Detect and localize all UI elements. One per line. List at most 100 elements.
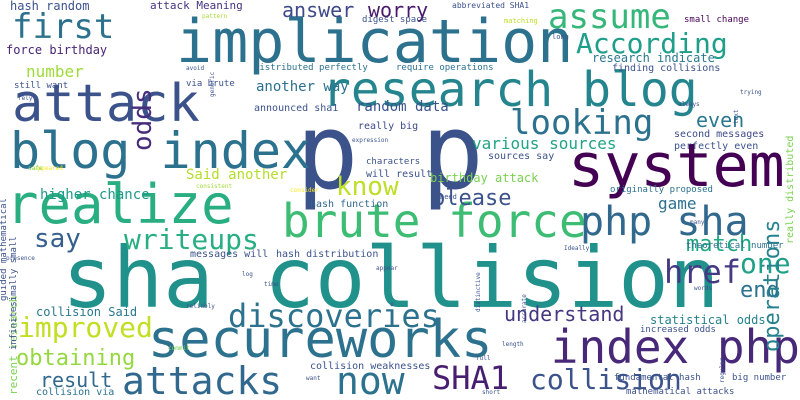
word: guided mathematical: [0, 198, 9, 301]
word: need: [440, 193, 457, 201]
word: secureworks: [148, 310, 493, 370]
word: brute force: [282, 194, 587, 248]
word: first: [12, 7, 115, 47]
word: really big: [358, 121, 419, 132]
word: force birthday: [6, 43, 108, 57]
word: system: [568, 131, 785, 201]
word: game: [658, 194, 697, 213]
word: commit: [168, 345, 190, 352]
word: birthday attack: [430, 171, 539, 185]
word: sources say: [488, 151, 555, 162]
word: theoretical number: [686, 241, 784, 251]
word: attack: [12, 74, 200, 134]
word: big number: [732, 373, 787, 383]
word: abbreviated SHA1: [452, 1, 530, 10]
word: finding collisions: [612, 63, 721, 74]
word: improved: [18, 311, 153, 344]
word: mathematical attacks: [626, 387, 735, 397]
word: announced sha1: [254, 103, 339, 114]
word: hash distribution: [276, 249, 379, 260]
word: safe: [28, 165, 43, 172]
word: always: [678, 101, 700, 108]
word: research blog: [322, 62, 698, 118]
word: writeups: [124, 223, 259, 256]
word: even: [696, 108, 745, 132]
word: appeared: [34, 165, 63, 172]
word: pattern: [202, 13, 228, 20]
word: collision weaknesses: [310, 361, 431, 372]
word: discoveries: [228, 297, 440, 335]
word: SHA1: [432, 359, 510, 397]
word: infinitesimally small: [9, 236, 19, 350]
word: odds: [128, 88, 158, 151]
word: messages will: [190, 249, 269, 260]
word: higher chance: [40, 187, 150, 203]
word: realize: [6, 173, 234, 236]
word: really distributed: [785, 135, 796, 244]
word: sha collision: [62, 229, 720, 327]
word: href: [664, 253, 742, 291]
word: collision Said: [36, 305, 138, 319]
word: trying: [740, 89, 762, 96]
word: generic: [209, 71, 216, 97]
word: perfectly even: [674, 141, 759, 152]
word: log: [242, 271, 253, 278]
word: increased odds: [640, 325, 716, 335]
word: characters: [366, 157, 421, 167]
word: regular: [719, 357, 726, 383]
word: attacks: [122, 359, 283, 400]
word: accurate: [521, 294, 528, 323]
word: various sources: [472, 134, 617, 153]
word: p p: [296, 91, 484, 213]
word: consistent: [196, 183, 233, 190]
word: end: [740, 278, 780, 303]
word: research indicate: [592, 51, 715, 65]
word: php sha: [580, 199, 749, 245]
word: fundamental hash: [614, 373, 701, 383]
word: text: [733, 109, 740, 124]
word: reliably: [186, 303, 215, 310]
word: matching: [504, 17, 538, 25]
word: hash random: [10, 0, 90, 13]
word: result: [40, 368, 113, 392]
word: via brute: [186, 79, 235, 89]
word: match: [686, 232, 753, 257]
word: Ideally: [564, 245, 590, 252]
word: expression: [352, 137, 389, 144]
word: time: [264, 281, 279, 288]
word: words: [694, 285, 713, 292]
word: length: [502, 341, 524, 348]
word: distinctive: [475, 272, 482, 312]
word: full: [476, 355, 491, 362]
word: still want: [14, 81, 69, 91]
word: second messages: [674, 129, 765, 140]
word: According: [576, 27, 728, 60]
word: consider: [290, 187, 319, 194]
word: now: [336, 359, 405, 400]
word: looking: [510, 103, 654, 143]
word: implication: [176, 7, 574, 77]
word: small change: [684, 15, 750, 25]
word: random data: [356, 99, 449, 115]
word: answer: [282, 0, 355, 22]
word: originally proposed: [610, 185, 713, 195]
word: understand: [504, 302, 625, 326]
word: will result: [366, 169, 433, 180]
word: worry: [368, 0, 429, 22]
word: know: [336, 172, 399, 202]
word: want: [306, 375, 321, 382]
word: statistical odds: [650, 313, 766, 327]
word: one: [740, 247, 791, 280]
word: please: [432, 186, 512, 211]
word: assume: [548, 0, 671, 37]
word: operations: [760, 219, 785, 352]
word: number: [26, 62, 84, 81]
word: avoid: [186, 65, 205, 72]
word: obtaining: [16, 346, 136, 371]
word: distributed perfectly: [254, 63, 368, 73]
word: presence: [6, 255, 35, 262]
word: Said another: [186, 167, 288, 183]
word: blog index: [10, 122, 312, 180]
word: appear: [376, 265, 398, 272]
